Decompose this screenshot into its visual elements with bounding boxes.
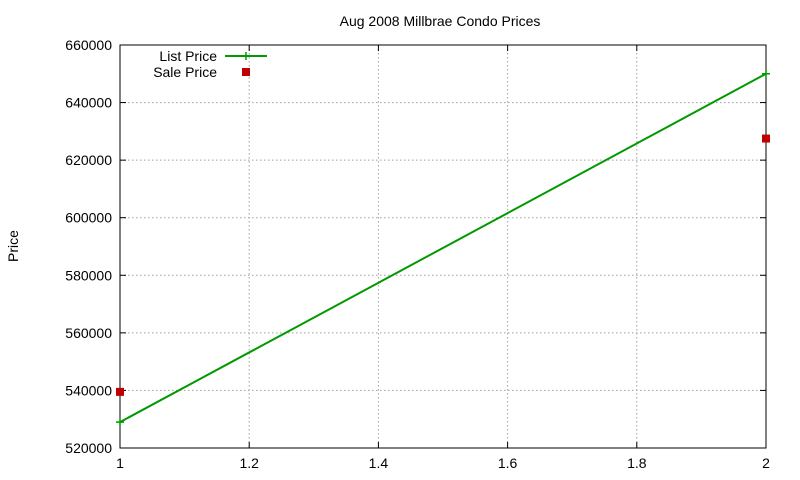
y-tick-label: 660000 [65, 37, 112, 53]
legend-label: List Price [159, 48, 217, 64]
list-price-point [762, 69, 770, 78]
y-tick-label: 640000 [65, 95, 112, 111]
y-tick-label: 580000 [65, 267, 112, 283]
grid-layer [120, 45, 766, 448]
legend-plus-marker [242, 52, 250, 60]
legend-label: Sale Price [153, 64, 217, 80]
y-tick-label: 620000 [65, 152, 112, 168]
y-tick-label: 600000 [65, 210, 112, 226]
series-sale-price [116, 134, 770, 396]
x-tick-label: 1.8 [627, 455, 647, 471]
plot-frame [119, 44, 767, 449]
list-price-point [116, 418, 124, 427]
axis-layer: 1 1.2 1.4 1.6 1.8 2 520000 540000 560000 580000 60… [65, 37, 770, 471]
chart-title: Aug 2008 Millbrae Condo Prices [340, 13, 541, 29]
x-tick-label: 1 [116, 455, 124, 471]
sale-price-point [762, 134, 770, 143]
legend-entry: List Price [159, 48, 267, 64]
y-axis-label: Price [5, 230, 21, 262]
y-tick-label: 560000 [65, 325, 112, 341]
series-list-price [116, 69, 770, 427]
y-tick-label: 520000 [65, 440, 112, 456]
list-price-line [119, 72, 767, 423]
x-tick-label: 1.6 [498, 455, 518, 471]
x-tick-label: 1.2 [239, 455, 259, 471]
x-tick-label: 2 [762, 455, 770, 471]
x-tick-label: 1.4 [369, 455, 389, 471]
sale-price-point [116, 387, 124, 396]
y-tick-label: 540000 [65, 382, 112, 398]
series-layer [116, 69, 770, 427]
legend-square-marker [242, 68, 250, 76]
legend-entry: Sale Price [153, 64, 250, 80]
